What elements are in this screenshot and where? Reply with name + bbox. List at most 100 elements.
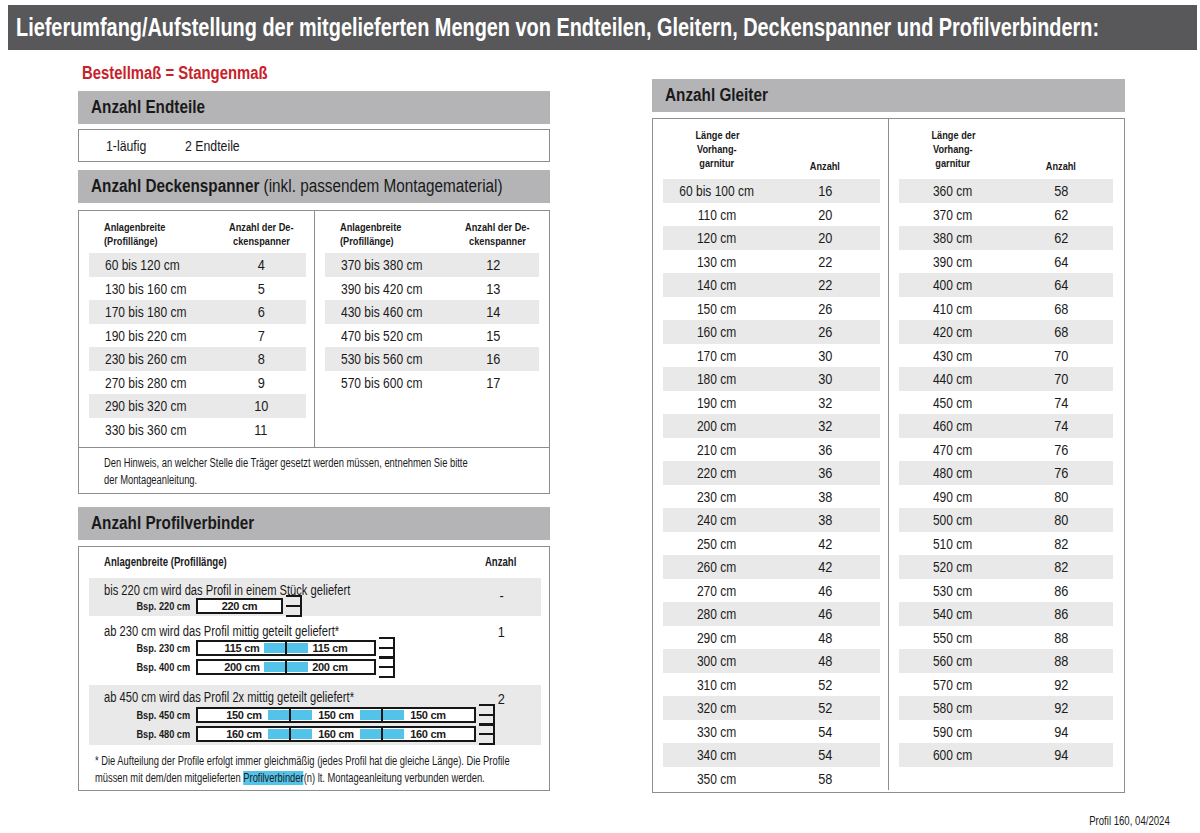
- row-value: 30: [785, 344, 865, 368]
- row-label: 590 cm: [899, 720, 1007, 744]
- row-label: 490 cm: [899, 485, 1007, 509]
- row-value: 32: [785, 391, 865, 415]
- row-value: 42: [785, 532, 865, 556]
- column-header-anlagenbreite: Anlagenbreite (Profillänge): [340, 220, 417, 248]
- gleiter-table: Länge der Vorhang- garnitur Anzahl 60 bi…: [652, 118, 1125, 793]
- row-value: 62: [1021, 203, 1101, 227]
- row-value: 36: [785, 461, 865, 485]
- table-row: 530 cm 86: [899, 579, 1113, 603]
- table-row: 500 cm 80: [899, 508, 1113, 532]
- segment-length-label: 160 cm: [198, 728, 290, 740]
- section-header-profilverbinder: Anzahl Profilverbinder: [78, 507, 550, 540]
- row-label: 480 cm: [899, 461, 1007, 485]
- table-row: 460 cm 74: [899, 414, 1113, 438]
- row-label: 130 cm: [663, 250, 771, 274]
- row-value: 5: [221, 277, 301, 301]
- segment-length-label: 150 cm: [382, 709, 474, 721]
- subtitle-bestellmass: Bestellmaß = Stangenmaß: [82, 63, 300, 84]
- section-header-deckenspanner: Anzahl Deckenspanner (inkl. passendem Mo…: [78, 170, 550, 203]
- table-row: 320 cm52: [663, 696, 880, 720]
- row-value: 92: [1021, 696, 1101, 720]
- row-label: 500 cm: [899, 508, 1007, 532]
- column-header-laenge: Länge der Vorhang- garnitur: [899, 128, 1007, 170]
- table-row: 290 bis 320 cm10: [89, 394, 306, 418]
- row-value: 54: [785, 720, 865, 744]
- row-value: 26: [785, 320, 865, 344]
- row-value: 86: [1021, 602, 1101, 626]
- row-value: 20: [785, 203, 865, 227]
- row-label: 200 cm: [663, 414, 771, 438]
- row-value: 6: [221, 300, 301, 324]
- table-row: 470 bis 520 cm15: [325, 324, 539, 348]
- table-row: 340 cm54: [663, 743, 880, 767]
- row-value: 20: [785, 226, 865, 250]
- table-row: 590 cm94: [899, 720, 1113, 744]
- row-label: 530 bis 560 cm: [341, 347, 443, 371]
- row-value: 13: [453, 277, 533, 301]
- highlighted-profilverbinder: Profilverbinder: [243, 771, 303, 785]
- profile-bar-diagram: 160 cm160 cm160 cm: [196, 726, 476, 742]
- page-title-bar: Lieferumfang/Aufstellung der mitgeliefer…: [8, 5, 1197, 50]
- row-value: 46: [785, 579, 865, 603]
- row-label: 520 cm: [899, 555, 1007, 579]
- table-row: 450 cm74: [899, 391, 1113, 415]
- row-label: 530 cm: [899, 579, 1007, 603]
- table-row: 330 cm 54: [663, 720, 880, 744]
- table-row: 260 cm42: [663, 555, 880, 579]
- row-value: 86: [1021, 579, 1101, 603]
- row-value: 76: [1021, 438, 1101, 462]
- profilverbinder-section: ab 450 cm wird das Profil 2x mittig gete…: [89, 685, 541, 745]
- gleiter-table-left: Länge der Vorhang- garnitur Anzahl 60 bi…: [653, 119, 889, 790]
- row-label: 180 cm: [663, 367, 771, 391]
- page-title: Lieferumfang/Aufstellung der mitgeliefer…: [16, 13, 1099, 42]
- row-label: 250 cm: [663, 532, 771, 556]
- example-label: Bsp. 220 cm: [89, 600, 196, 612]
- row-value: 68: [1021, 297, 1101, 321]
- table-row: 230 cm38: [663, 485, 880, 509]
- row-label: 470 bis 520 cm: [341, 324, 443, 348]
- table-row: 540 cm 86: [899, 602, 1113, 626]
- row-value: 17: [453, 371, 533, 395]
- row-label: 570 bis 600 cm: [341, 371, 443, 395]
- row-label: 270 cm: [663, 579, 771, 603]
- profile-endcap-icon: [479, 723, 495, 745]
- row-label: 380 cm: [899, 226, 1007, 250]
- row-label: 330 bis 360 cm: [105, 418, 207, 442]
- row-label: 60 bis 120 cm: [105, 253, 198, 277]
- row-label: 330 cm: [663, 720, 771, 744]
- profile-example: Bsp. 400 cm200 cm200 cm: [89, 659, 541, 675]
- profile-example: Bsp. 230 cm115 cm115 cm: [89, 640, 541, 656]
- row-label: 120 cm: [663, 226, 771, 250]
- example-label: Bsp. 450 cm: [89, 709, 196, 721]
- table-row: 410 cm68: [899, 297, 1113, 321]
- row-label: 210 cm: [663, 438, 771, 462]
- row-label: 170 bis 180 cm: [105, 300, 207, 324]
- row-value: 88: [1021, 649, 1101, 673]
- row-label: 540 cm: [899, 602, 1007, 626]
- table-row: 110 cm 20: [663, 203, 880, 227]
- row-value: 80: [1021, 508, 1101, 532]
- row-value: 52: [785, 673, 865, 697]
- table-row: 190 cm32: [663, 391, 880, 415]
- row-label: 460 cm: [899, 414, 1007, 438]
- segment-length-label: 220 cm: [198, 600, 281, 612]
- table-row: 130 bis 160 cm5: [89, 277, 306, 301]
- table-row: 120 cm 20: [663, 226, 880, 250]
- table-row: 170 bis 180 cm 6: [89, 300, 306, 324]
- table-row: 370 cm62: [899, 203, 1113, 227]
- table-row: 200 cm32: [663, 414, 880, 438]
- row-value: 68: [1021, 320, 1101, 344]
- row-value: 58: [1021, 179, 1101, 203]
- row-label: 400 cm: [899, 273, 1007, 297]
- table-row: 380 cm62: [899, 226, 1113, 250]
- table-row: 510 cm82: [899, 532, 1113, 556]
- table-row: 400 cm64: [899, 273, 1113, 297]
- profile-endcap-icon: [379, 656, 395, 678]
- row-label: 140 cm: [663, 273, 771, 297]
- row-value: 74: [1021, 414, 1101, 438]
- table-row: 290 cm48: [663, 626, 880, 650]
- row-label: 110 cm: [663, 203, 771, 227]
- row-label: 170 cm: [663, 344, 771, 368]
- table-row: 300 cm48: [663, 649, 880, 673]
- segment-length-label: 150 cm: [290, 709, 382, 721]
